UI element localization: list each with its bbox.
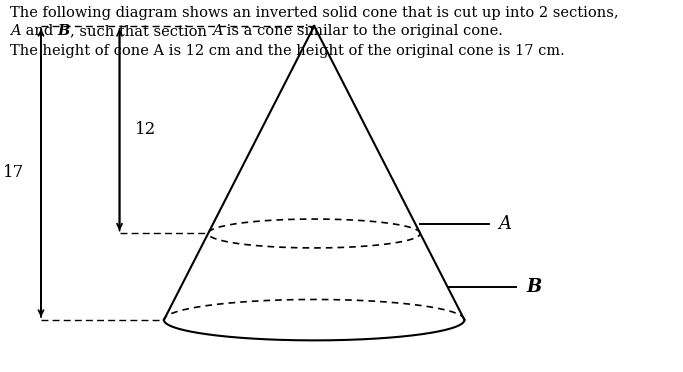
Text: The following diagram shows an inverted solid cone that is cut up into 2 section: The following diagram shows an inverted … <box>10 6 619 20</box>
Text: The height of cone A is 12 cm and the height of the original cone is 17 cm.: The height of cone A is 12 cm and the he… <box>10 44 565 58</box>
Text: is a cone similar to the original cone.: is a cone similar to the original cone. <box>223 24 503 38</box>
Text: , such that section: , such that section <box>70 24 212 38</box>
Text: 12: 12 <box>135 121 156 138</box>
Text: A: A <box>499 215 512 233</box>
Text: 17: 17 <box>3 164 25 182</box>
Text: A: A <box>212 24 223 38</box>
Text: B: B <box>526 278 542 296</box>
Text: and: and <box>21 24 58 38</box>
Text: B: B <box>58 24 70 38</box>
Text: A: A <box>10 24 21 38</box>
